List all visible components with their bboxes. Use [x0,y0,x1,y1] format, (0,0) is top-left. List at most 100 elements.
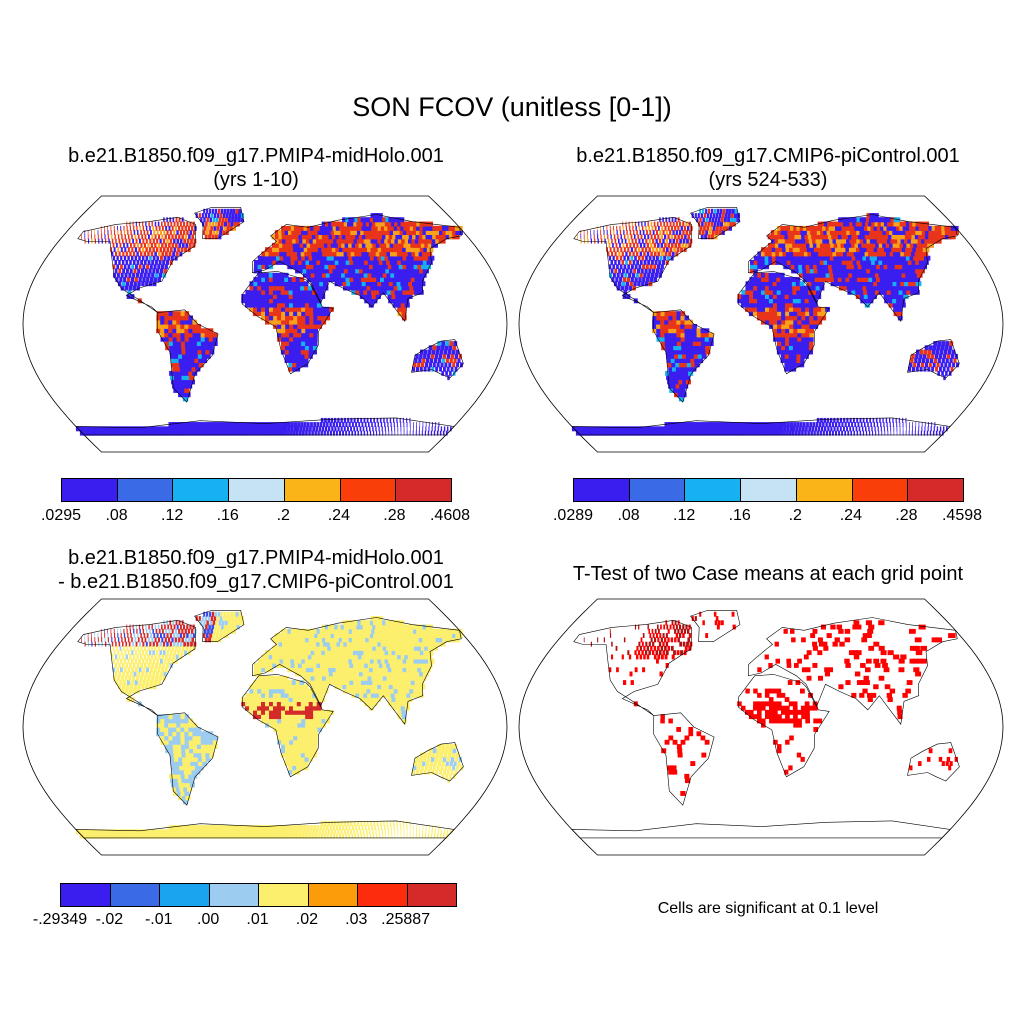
colorbar-tick-label: .16 [216,507,239,524]
coastline [77,619,197,716]
coastline [747,617,958,725]
colorbar-panel3 [60,883,457,907]
colorbar-swatch [117,479,174,501]
coastline [194,207,245,239]
panel1-title-line1: b.e21.B1850.f09_g17.PMIP4-midHolo.001 [68,145,444,167]
colorbar-swatch [574,479,630,501]
colorbar-tick-label: .02 [295,911,318,928]
colorbar-tick-label: -.01 [144,911,173,928]
colorbar-swatch [110,884,160,906]
coastline [653,309,715,403]
map-boundary [22,598,508,856]
colorbar-tick-label: .0289 [552,507,594,524]
colorbar-swatch [173,479,230,501]
map-panel2 [518,195,1004,453]
colorbar-swatch [62,479,118,501]
coastline [653,712,715,806]
coastline [251,214,462,322]
colorbar-swatch [396,479,452,501]
map-panel1 [22,195,508,453]
panel2-title-line2: (yrs 524-533) [708,169,828,191]
colorbar-swatch [229,479,285,501]
coastline [690,610,741,642]
colorbar-tick-label: .4608 [429,507,471,524]
colorbar-swatch [209,884,259,906]
colorbar-swatch [358,884,408,906]
colorbar-tick-label: .08 [105,507,128,524]
coastline [690,207,741,239]
colorbar-panel2-labels: .0289 .08 .12 .16 .2 .24 .28 .4598 [553,507,982,527]
map-panel4 [518,598,1004,856]
colorbar-swatch [908,479,964,501]
coastline [194,610,245,642]
coastline [907,339,960,379]
coastline [242,674,334,778]
panel4-title: T-Test of two Case means at each grid po… [572,563,964,585]
map-land-cells [583,611,958,796]
colorbar-panel1 [61,478,452,502]
colorbar-swatch [407,884,456,906]
significance-note: Cells are significant at 0.1 level [657,900,879,917]
coastline [411,742,464,782]
colorbar-tick-label: .16 [728,507,751,524]
colorbar-panel3-labels: -.29349 -.02 -.01 .00 .01 .02 .03 .25887 [33,911,455,931]
colorbar-swatch [852,479,909,501]
colorbar-tick-label: -.29349 [32,911,88,928]
colorbar-tick-label: .24 [327,507,350,524]
coastline [747,214,958,322]
main-title: SON FCOV (unitless [0-1]) [352,92,672,122]
colorbar-panel2 [573,478,964,502]
coastline [738,674,830,778]
colorbar-swatch [259,884,309,906]
panel3-title-line2: - b.e21.B1850.f09_g17.CMIP6-piControl.00… [58,571,454,593]
map-boundary [22,195,508,453]
colorbar-tick-label: .2 [788,507,802,524]
colorbar-swatch [284,479,341,501]
colorbar-tick-label: .12 [673,507,696,524]
coastline [738,271,830,375]
coastline [573,216,693,313]
colorbar-tick-label: .28 [895,507,918,524]
coastline [75,417,455,436]
colorbar-swatch [741,479,797,501]
colorbar-tick-label: .01 [246,911,269,928]
colorbar-swatch [340,479,397,501]
colorbar-tick-label: .00 [197,911,220,928]
map-land-cells [75,611,463,839]
colorbar-tick-label: .08 [617,507,640,524]
panel2-title: b.e21.B1850.f09_g17.CMIP6-piControl.001 … [512,144,1024,192]
coastline [251,617,462,725]
panel3-title-line1: b.e21.B1850.f09_g17.PMIP4-midHolo.001 [68,547,444,569]
colorbar-swatch [61,884,111,906]
colorbar-tick-label: .2 [276,507,290,524]
map-land-cells [75,208,463,436]
colorbar-swatch [160,884,210,906]
colorbar-tick-label: .25887 [381,911,431,928]
colorbar-swatch [685,479,742,501]
panel1-title: b.e21.B1850.f09_g17.PMIP4-midHolo.001 (y… [0,144,512,192]
coastline [411,339,464,379]
colorbar-tick-label: .03 [345,911,368,928]
colorbar-tick-label: .4598 [941,507,983,524]
coastline [157,309,219,403]
panel3-title: b.e21.B1850.f09_g17.PMIP4-midHolo.001 - … [0,546,512,594]
map-panel3 [22,598,508,856]
colorbar-tick-label: .24 [839,507,862,524]
panel1-title-line2: (yrs 1-10) [213,169,299,191]
colorbar-swatch [796,479,853,501]
panel2-title-line1: b.e21.B1850.f09_g17.CMIP6-piControl.001 [576,145,960,167]
colorbar-swatch [629,479,686,501]
coastline [571,417,951,436]
coastline [571,820,951,839]
map-boundary [518,598,1004,856]
map-boundary [518,195,1004,453]
coastline [242,271,334,375]
coastline [907,742,960,782]
coastline [75,820,455,839]
coastline [77,216,197,313]
colorbar-tick-label: .28 [383,507,406,524]
colorbar-tick-label: .12 [161,507,184,524]
colorbar-panel1-labels: .0295 .08 .12 .16 .2 .24 .28 .4608 [41,507,470,527]
map-land-cells [571,208,959,436]
colorbar-tick-label: .0295 [40,507,82,524]
